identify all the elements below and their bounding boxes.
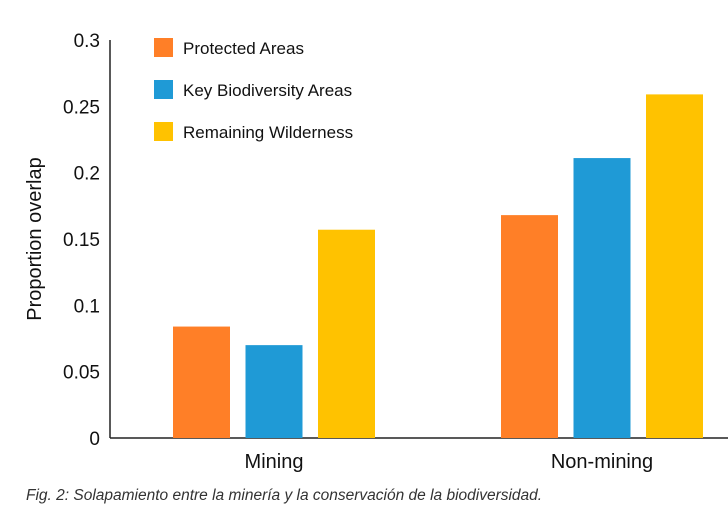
- bar-key-biodiversity-areas-non-mining: [573, 158, 631, 438]
- legend-label: Key Biodiversity Areas: [183, 81, 352, 100]
- bar-protected-areas-mining: [173, 326, 230, 438]
- y-tick-label: 0.05: [63, 363, 100, 384]
- y-tick-label: 0.25: [63, 97, 100, 118]
- legend-label: Remaining Wilderness: [183, 123, 353, 142]
- y-tick-label: 0.3: [74, 31, 100, 52]
- y-tick-label: 0: [89, 429, 100, 450]
- legend: Protected Areas Key Biodiversity Areas Rem…: [154, 38, 353, 142]
- legend-swatch: [154, 122, 173, 141]
- category-label: Mining: [245, 451, 304, 473]
- bar-chart: 0 0.05 0.1 0.15 0.2 0.25 0.3 Proportion overla…: [24, 31, 728, 473]
- bars: [173, 94, 703, 438]
- figure-caption: Fig. 2: Solapamiento entre la minería y …: [26, 487, 543, 504]
- legend-label: Protected Areas: [183, 39, 304, 58]
- category-labels: Mining Non-mining: [245, 451, 654, 473]
- y-tick-labels: 0 0.05 0.1 0.15 0.2 0.25 0.3: [63, 31, 100, 450]
- category-label: Non-mining: [551, 451, 653, 473]
- y-tick-label: 0.1: [74, 296, 100, 317]
- bar-remaining-wilderness-mining: [318, 229, 375, 438]
- y-tick-label: 0.15: [63, 230, 100, 251]
- legend-swatch: [154, 38, 173, 57]
- bar-remaining-wilderness-non-mining: [646, 94, 703, 438]
- y-axis-label: Proportion overlap: [24, 157, 46, 320]
- legend-swatch: [154, 80, 173, 99]
- bar-key-biodiversity-areas-mining: [245, 345, 303, 438]
- bar-protected-areas-non-mining: [501, 215, 558, 438]
- y-tick-label: 0.2: [74, 164, 100, 185]
